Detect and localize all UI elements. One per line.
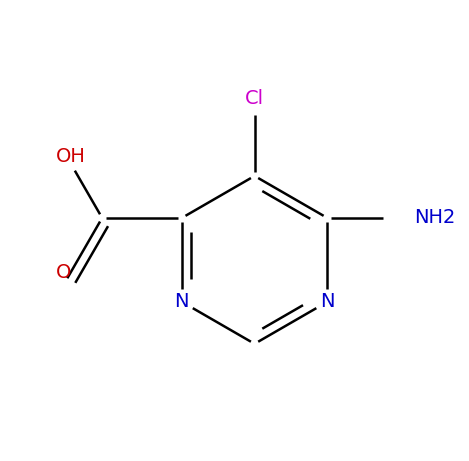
Text: O: O — [56, 263, 72, 282]
Text: N: N — [320, 292, 334, 311]
Text: OH: OH — [56, 147, 85, 166]
Text: NH2: NH2 — [414, 208, 455, 227]
Text: N: N — [174, 292, 189, 311]
Text: Cl: Cl — [245, 89, 264, 108]
